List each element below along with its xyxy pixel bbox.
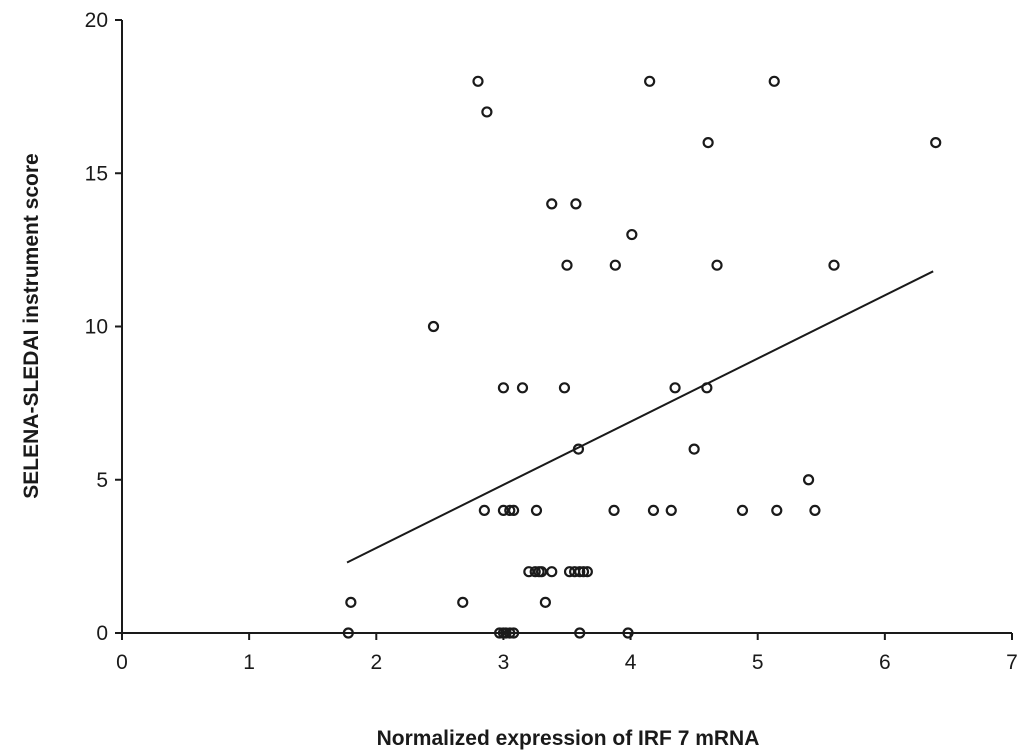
data-point [688, 443, 700, 455]
data-point [546, 198, 558, 210]
data-point [558, 382, 571, 394]
data-point [809, 504, 821, 516]
x-tick-label: 3 [498, 651, 510, 674]
data-point [563, 566, 576, 578]
x-tick-label: 4 [625, 651, 637, 674]
data-point [828, 259, 840, 271]
y-tick-label: 20 [85, 9, 108, 32]
data-point [626, 228, 638, 241]
data-point [702, 137, 714, 149]
data-point [481, 106, 493, 118]
data-point [572, 443, 585, 455]
data-point [736, 504, 749, 516]
data-point [507, 504, 520, 516]
data-points [342, 75, 942, 639]
data-point [644, 75, 656, 87]
data-point [529, 566, 541, 578]
y-axis-title: SELENA-SLEDAI instrument score [20, 153, 43, 498]
data-point [574, 566, 586, 578]
data-point [930, 137, 942, 149]
trend-line [346, 270, 934, 564]
axes [115, 19, 1013, 640]
data-point [546, 566, 558, 578]
data-point [581, 566, 593, 578]
x-tick-label: 7 [1006, 651, 1018, 674]
data-point [497, 382, 510, 394]
y-tick-label: 10 [85, 316, 108, 339]
data-point [669, 382, 681, 394]
data-point [711, 259, 723, 271]
y-tick-label: 15 [85, 162, 108, 185]
data-point [771, 504, 783, 516]
data-point [768, 75, 780, 87]
data-point [457, 596, 469, 608]
x-tick-label: 2 [370, 651, 382, 674]
y-tick-label: 0 [96, 622, 108, 645]
x-tick-label: 0 [116, 651, 128, 674]
data-point [472, 75, 484, 87]
data-point [427, 320, 440, 333]
data-point [561, 259, 573, 271]
data-point [504, 504, 516, 516]
data-point [523, 566, 535, 578]
data-point [535, 566, 548, 578]
x-axis-title: Normalized expression of IRF 7 mRNA [377, 727, 760, 750]
data-point [539, 596, 551, 608]
data-point [345, 596, 357, 608]
data-point [609, 259, 621, 271]
tick-labels: 0 1 2 3 4 5 6 7 0 5 10 15 20 [85, 9, 1018, 674]
x-tick-label: 5 [752, 651, 764, 674]
x-tick-label: 1 [243, 651, 255, 674]
data-point [530, 504, 543, 516]
data-point [802, 474, 815, 486]
data-point [570, 198, 582, 210]
x-tick-label: 6 [879, 651, 891, 674]
data-point [701, 382, 713, 394]
y-tick-label: 5 [96, 469, 108, 492]
data-point [516, 382, 529, 394]
plot-area [346, 270, 934, 564]
data-point [577, 566, 590, 578]
data-point [478, 504, 490, 516]
data-point [665, 504, 677, 516]
data-point [608, 504, 620, 516]
data-point [497, 504, 510, 516]
data-point [647, 504, 660, 516]
